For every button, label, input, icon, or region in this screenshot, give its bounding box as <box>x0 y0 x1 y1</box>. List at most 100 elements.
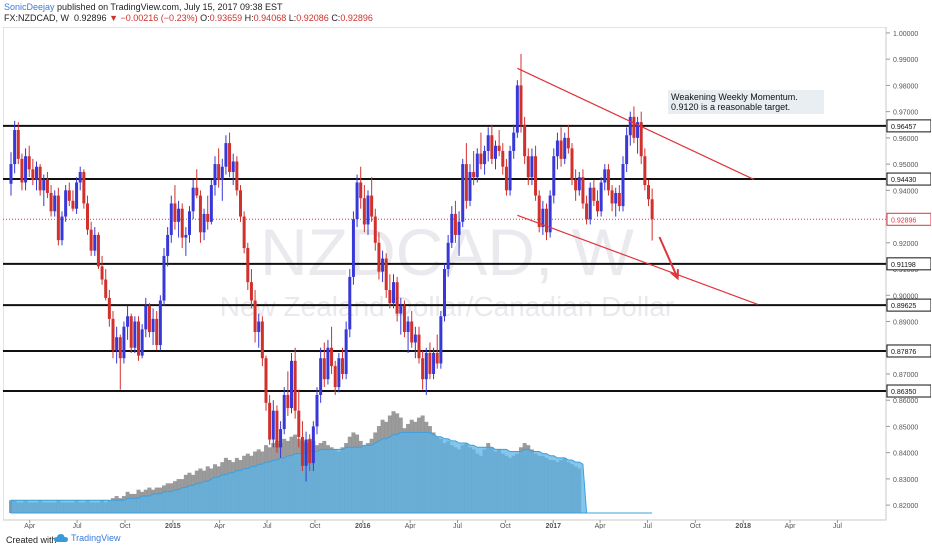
target-arrow <box>658 236 679 281</box>
candle-body <box>435 352 439 364</box>
candle-body <box>647 185 650 200</box>
candle-body <box>333 366 337 388</box>
symbol-label[interactable]: FX:NZDCAD, W <box>4 13 69 23</box>
candle-body <box>443 269 446 317</box>
chart-frame[interactable]: NZDCAD, W New Zealand Dollar/Canadian Do… <box>2 26 932 530</box>
candle-body <box>519 85 523 125</box>
time-tick-label: 2015 <box>165 523 181 529</box>
candle-body <box>297 410 301 437</box>
candle-body <box>246 248 250 283</box>
candle-body <box>581 177 585 204</box>
change-down-icon: ▼ <box>109 13 118 23</box>
candle-body <box>402 305 406 332</box>
candle-body <box>577 177 581 191</box>
candle-body <box>64 190 68 217</box>
candle-body <box>596 200 599 212</box>
candle-body <box>242 216 246 249</box>
candle-body <box>126 316 130 327</box>
brand-link[interactable]: TradingView <box>54 533 121 543</box>
candle-body <box>508 150 512 191</box>
annotation-box[interactable]: Weakening Weekly Momentum. 0.9120 is a r… <box>668 90 824 114</box>
candle-body <box>75 182 79 209</box>
time-tick-label: Oct <box>500 523 511 529</box>
price-tick-label: 0.85000 <box>893 424 918 431</box>
candle-body <box>636 122 640 138</box>
price-axis-labels: 0.96457 0.94430 0.91198 0.89625 0.87876 0.863… <box>886 119 932 398</box>
candle-body <box>450 213 454 243</box>
price-tick-label: 0.91000 <box>893 267 918 274</box>
candle-body <box>341 358 344 374</box>
price-tick-label: 0.90000 <box>893 293 918 300</box>
high-label: H: <box>244 13 254 23</box>
channel-trendline[interactable] <box>517 67 755 181</box>
candle-body <box>377 242 381 272</box>
price-chart[interactable]: NZDCAD, W New Zealand Dollar/Canadian Do… <box>2 26 932 530</box>
candle-body <box>614 192 618 204</box>
volume-average <box>10 431 653 514</box>
time-tick-label: Apr <box>405 523 417 529</box>
time-tick-label: 2016 <box>355 523 371 529</box>
candle-body <box>31 169 35 180</box>
candle-body <box>140 329 144 356</box>
candle-body <box>60 216 64 241</box>
channel-trendline[interactable] <box>517 214 758 306</box>
price-tick-label: 0.99000 <box>893 57 918 64</box>
candle-body <box>9 164 13 184</box>
candle-body <box>472 171 476 178</box>
candle-body <box>275 410 279 448</box>
candle-body <box>585 203 589 220</box>
candle-body <box>468 171 472 201</box>
candle-body <box>534 156 538 196</box>
candle-body <box>563 137 567 159</box>
candle-body <box>625 135 629 165</box>
candle-body <box>20 158 24 183</box>
price-tick-label: 0.94000 <box>893 188 918 195</box>
price-tick-label: 0.84000 <box>893 451 918 458</box>
price-tick-label: 0.87000 <box>893 372 918 379</box>
time-tick-label: Jul <box>263 523 272 529</box>
candle-body <box>319 358 323 395</box>
candle-body <box>220 166 224 180</box>
candle-body <box>231 161 235 172</box>
time-tick-label: Apr <box>785 523 797 529</box>
candle-body <box>457 221 461 235</box>
candle-body <box>129 316 133 348</box>
candle-body <box>428 352 432 374</box>
candle-body <box>16 129 20 159</box>
candle-body <box>279 429 283 448</box>
candle-body <box>592 187 596 201</box>
candle-body <box>191 187 195 212</box>
candle-body <box>559 140 563 159</box>
candle-body <box>432 352 436 374</box>
candle-body <box>147 305 151 332</box>
candle-body <box>27 156 31 170</box>
price-tick-label: 0.95000 <box>893 162 918 169</box>
last-price: 0.92896 <box>74 13 107 23</box>
candle-body <box>264 358 268 403</box>
candle-body <box>464 164 468 201</box>
candle-body <box>413 334 417 343</box>
candle-body <box>293 360 297 411</box>
candle-body <box>151 318 155 332</box>
symbol-line: FX:NZDCAD, W 0.92896 ▼ −0.00216 (−0.23%)… <box>4 13 373 23</box>
candle-body <box>257 321 261 332</box>
candle-body <box>548 195 552 233</box>
candle-body <box>526 156 530 178</box>
candle-body <box>461 164 465 222</box>
candle-body <box>180 208 184 238</box>
candle-body <box>86 203 89 230</box>
watermark-description: New Zealand Dollar/Canadian Dollar <box>220 291 674 322</box>
price-tick-label: 0.92000 <box>893 241 918 248</box>
time-tick-label: Oct <box>309 523 320 529</box>
candle-body <box>177 208 181 222</box>
time-axis: Apr Jul Oct 2015 Apr Jul Oct 2016 Apr Jul Oct 2017 A… <box>24 520 842 530</box>
author-link[interactable]: SonicDeejay <box>4 2 55 12</box>
low-label: L: <box>288 13 297 23</box>
candle-body <box>359 182 363 199</box>
candle-body <box>217 164 221 180</box>
candle-body <box>362 198 366 225</box>
candle-body <box>209 185 213 222</box>
time-tick-label: Oct <box>690 523 701 529</box>
candle-body <box>504 166 508 191</box>
arrow-down-icon[interactable] <box>658 236 679 279</box>
